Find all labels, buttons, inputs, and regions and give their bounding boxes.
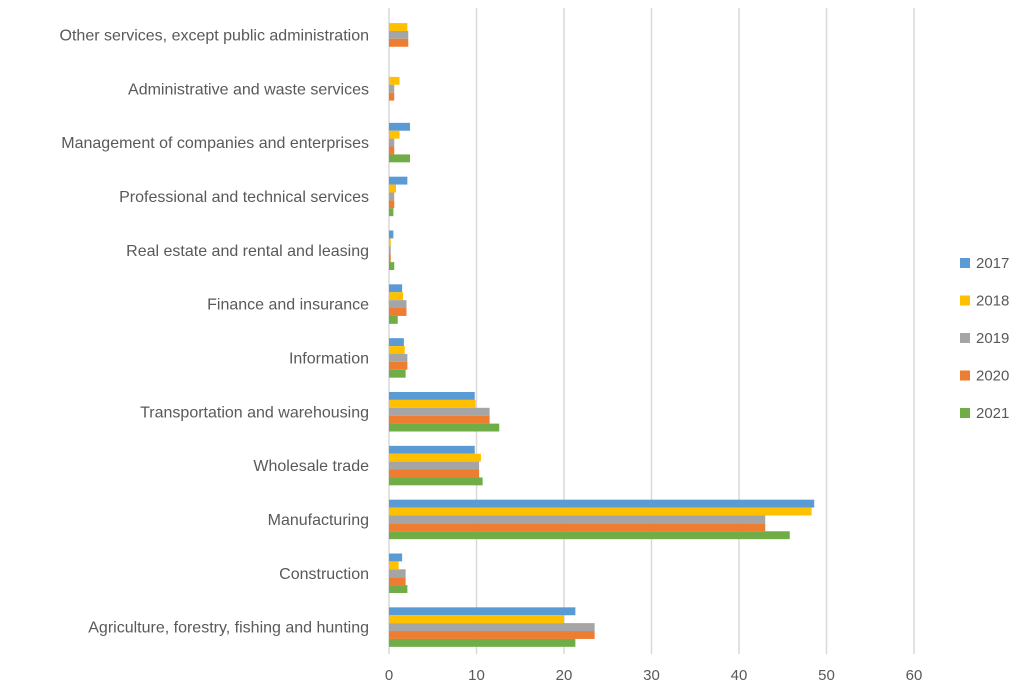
bar-2019-6 bbox=[389, 300, 407, 309]
bar-2020-1 bbox=[389, 577, 406, 586]
bar-2020-3 bbox=[389, 469, 480, 478]
category-label: Construction bbox=[279, 566, 369, 583]
bar-2018-9 bbox=[389, 130, 400, 139]
bar-2019-2 bbox=[389, 515, 766, 524]
bar-2019-9 bbox=[389, 138, 395, 147]
bar-2020-4 bbox=[389, 415, 490, 424]
bar-2020-2 bbox=[389, 523, 766, 532]
bar-2018-10 bbox=[389, 76, 400, 85]
legend-label: 2018 bbox=[976, 293, 1009, 310]
bar-2020-0 bbox=[389, 631, 595, 639]
bar-2017-8 bbox=[389, 176, 408, 185]
bar-2021-7 bbox=[389, 262, 395, 270]
legend-swatch-2017 bbox=[960, 258, 970, 268]
x-tick-label: 50 bbox=[818, 667, 835, 683]
bars bbox=[389, 23, 815, 647]
bar-2019-5 bbox=[389, 353, 408, 362]
bar-2020-9 bbox=[389, 146, 395, 155]
bar-2021-6 bbox=[389, 315, 398, 324]
category-label: Professional and technical services bbox=[119, 189, 369, 206]
bar-2021-4 bbox=[389, 423, 500, 432]
category-label: Administrative and waste services bbox=[128, 81, 369, 98]
legend-label: 2021 bbox=[976, 405, 1009, 422]
bar-2021-9 bbox=[389, 154, 410, 163]
bar-2020-8 bbox=[389, 200, 395, 209]
bar-2021-2 bbox=[389, 531, 790, 540]
legend: 2017 2018 2019 2020 2021 bbox=[960, 255, 1009, 422]
bar-2018-7 bbox=[389, 238, 391, 247]
bar-2020-6 bbox=[389, 308, 407, 316]
x-tick-label: 20 bbox=[556, 667, 573, 683]
legend-label: 2019 bbox=[976, 330, 1009, 347]
bar-2018-6 bbox=[389, 292, 403, 301]
bar-2020-11 bbox=[389, 38, 409, 47]
legend-swatch-2018 bbox=[960, 295, 970, 306]
category-label: Manufacturing bbox=[268, 512, 369, 529]
bar-2017-6 bbox=[389, 284, 403, 293]
bar-2019-8 bbox=[389, 192, 395, 201]
x-tick-label: 0 bbox=[385, 667, 393, 683]
bar-2021-1 bbox=[389, 585, 408, 593]
bar-2017-7 bbox=[389, 230, 394, 239]
bar-2021-5 bbox=[389, 369, 406, 378]
bar-2018-1 bbox=[389, 561, 399, 570]
category-label: Real estate and rental and leasing bbox=[126, 243, 369, 260]
bar-2018-0 bbox=[389, 615, 564, 624]
gridlines bbox=[388, 8, 915, 654]
legend-swatch-2019 bbox=[960, 333, 970, 343]
bar-2017-9 bbox=[389, 122, 410, 131]
bar-2018-8 bbox=[389, 184, 396, 193]
bar-2017-3 bbox=[389, 445, 475, 454]
x-tick-label: 60 bbox=[906, 667, 923, 683]
category-label: Information bbox=[289, 350, 369, 367]
bar-2021-8 bbox=[389, 208, 394, 217]
legend-label: 2017 bbox=[976, 255, 1009, 272]
bar-2019-11 bbox=[389, 30, 409, 39]
x-tick-label: 30 bbox=[643, 667, 660, 683]
bar-2020-7 bbox=[389, 254, 391, 263]
category-label: Transportation and warehousing bbox=[140, 404, 369, 421]
bar-2017-5 bbox=[389, 338, 404, 347]
category-label: Agriculture, forestry, fishing and hunti… bbox=[88, 620, 369, 637]
bar-2018-4 bbox=[389, 399, 476, 408]
bar-2017-4 bbox=[389, 392, 475, 400]
legend-swatch-2020 bbox=[960, 370, 970, 381]
category-label: Management of companies and enterprises bbox=[61, 135, 369, 152]
x-axis-tick-labels: 0 10 20 30 40 50 60 bbox=[385, 667, 923, 683]
category-label: Other services, except public administra… bbox=[60, 27, 369, 44]
bar-2019-10 bbox=[389, 84, 395, 93]
bar-2017-1 bbox=[389, 553, 403, 562]
x-tick-label: 10 bbox=[468, 667, 485, 683]
legend-label: 2020 bbox=[976, 368, 1009, 385]
bar-2021-0 bbox=[389, 638, 576, 647]
bar-2019-0 bbox=[389, 623, 595, 632]
bar-2017-0 bbox=[389, 607, 576, 616]
category-label: Finance and insurance bbox=[207, 297, 369, 314]
bar-2018-3 bbox=[389, 453, 481, 462]
bar-2020-10 bbox=[389, 92, 395, 101]
bar-2018-2 bbox=[389, 507, 812, 516]
category-labels: Agriculture, forestry, fishing and hunti… bbox=[60, 27, 370, 636]
bar-2018-11 bbox=[389, 23, 408, 31]
x-tick-label: 40 bbox=[731, 667, 748, 683]
legend-swatch-2021 bbox=[960, 408, 970, 418]
bar-2017-2 bbox=[389, 499, 815, 508]
bar-2019-4 bbox=[389, 407, 490, 416]
bar-2018-5 bbox=[389, 346, 405, 354]
bar-2019-7 bbox=[389, 246, 391, 255]
bar-2019-1 bbox=[389, 569, 406, 578]
bar-2019-3 bbox=[389, 461, 480, 470]
bar-2020-5 bbox=[389, 361, 408, 370]
category-label: Wholesale trade bbox=[253, 458, 369, 475]
bar-2021-3 bbox=[389, 477, 483, 486]
